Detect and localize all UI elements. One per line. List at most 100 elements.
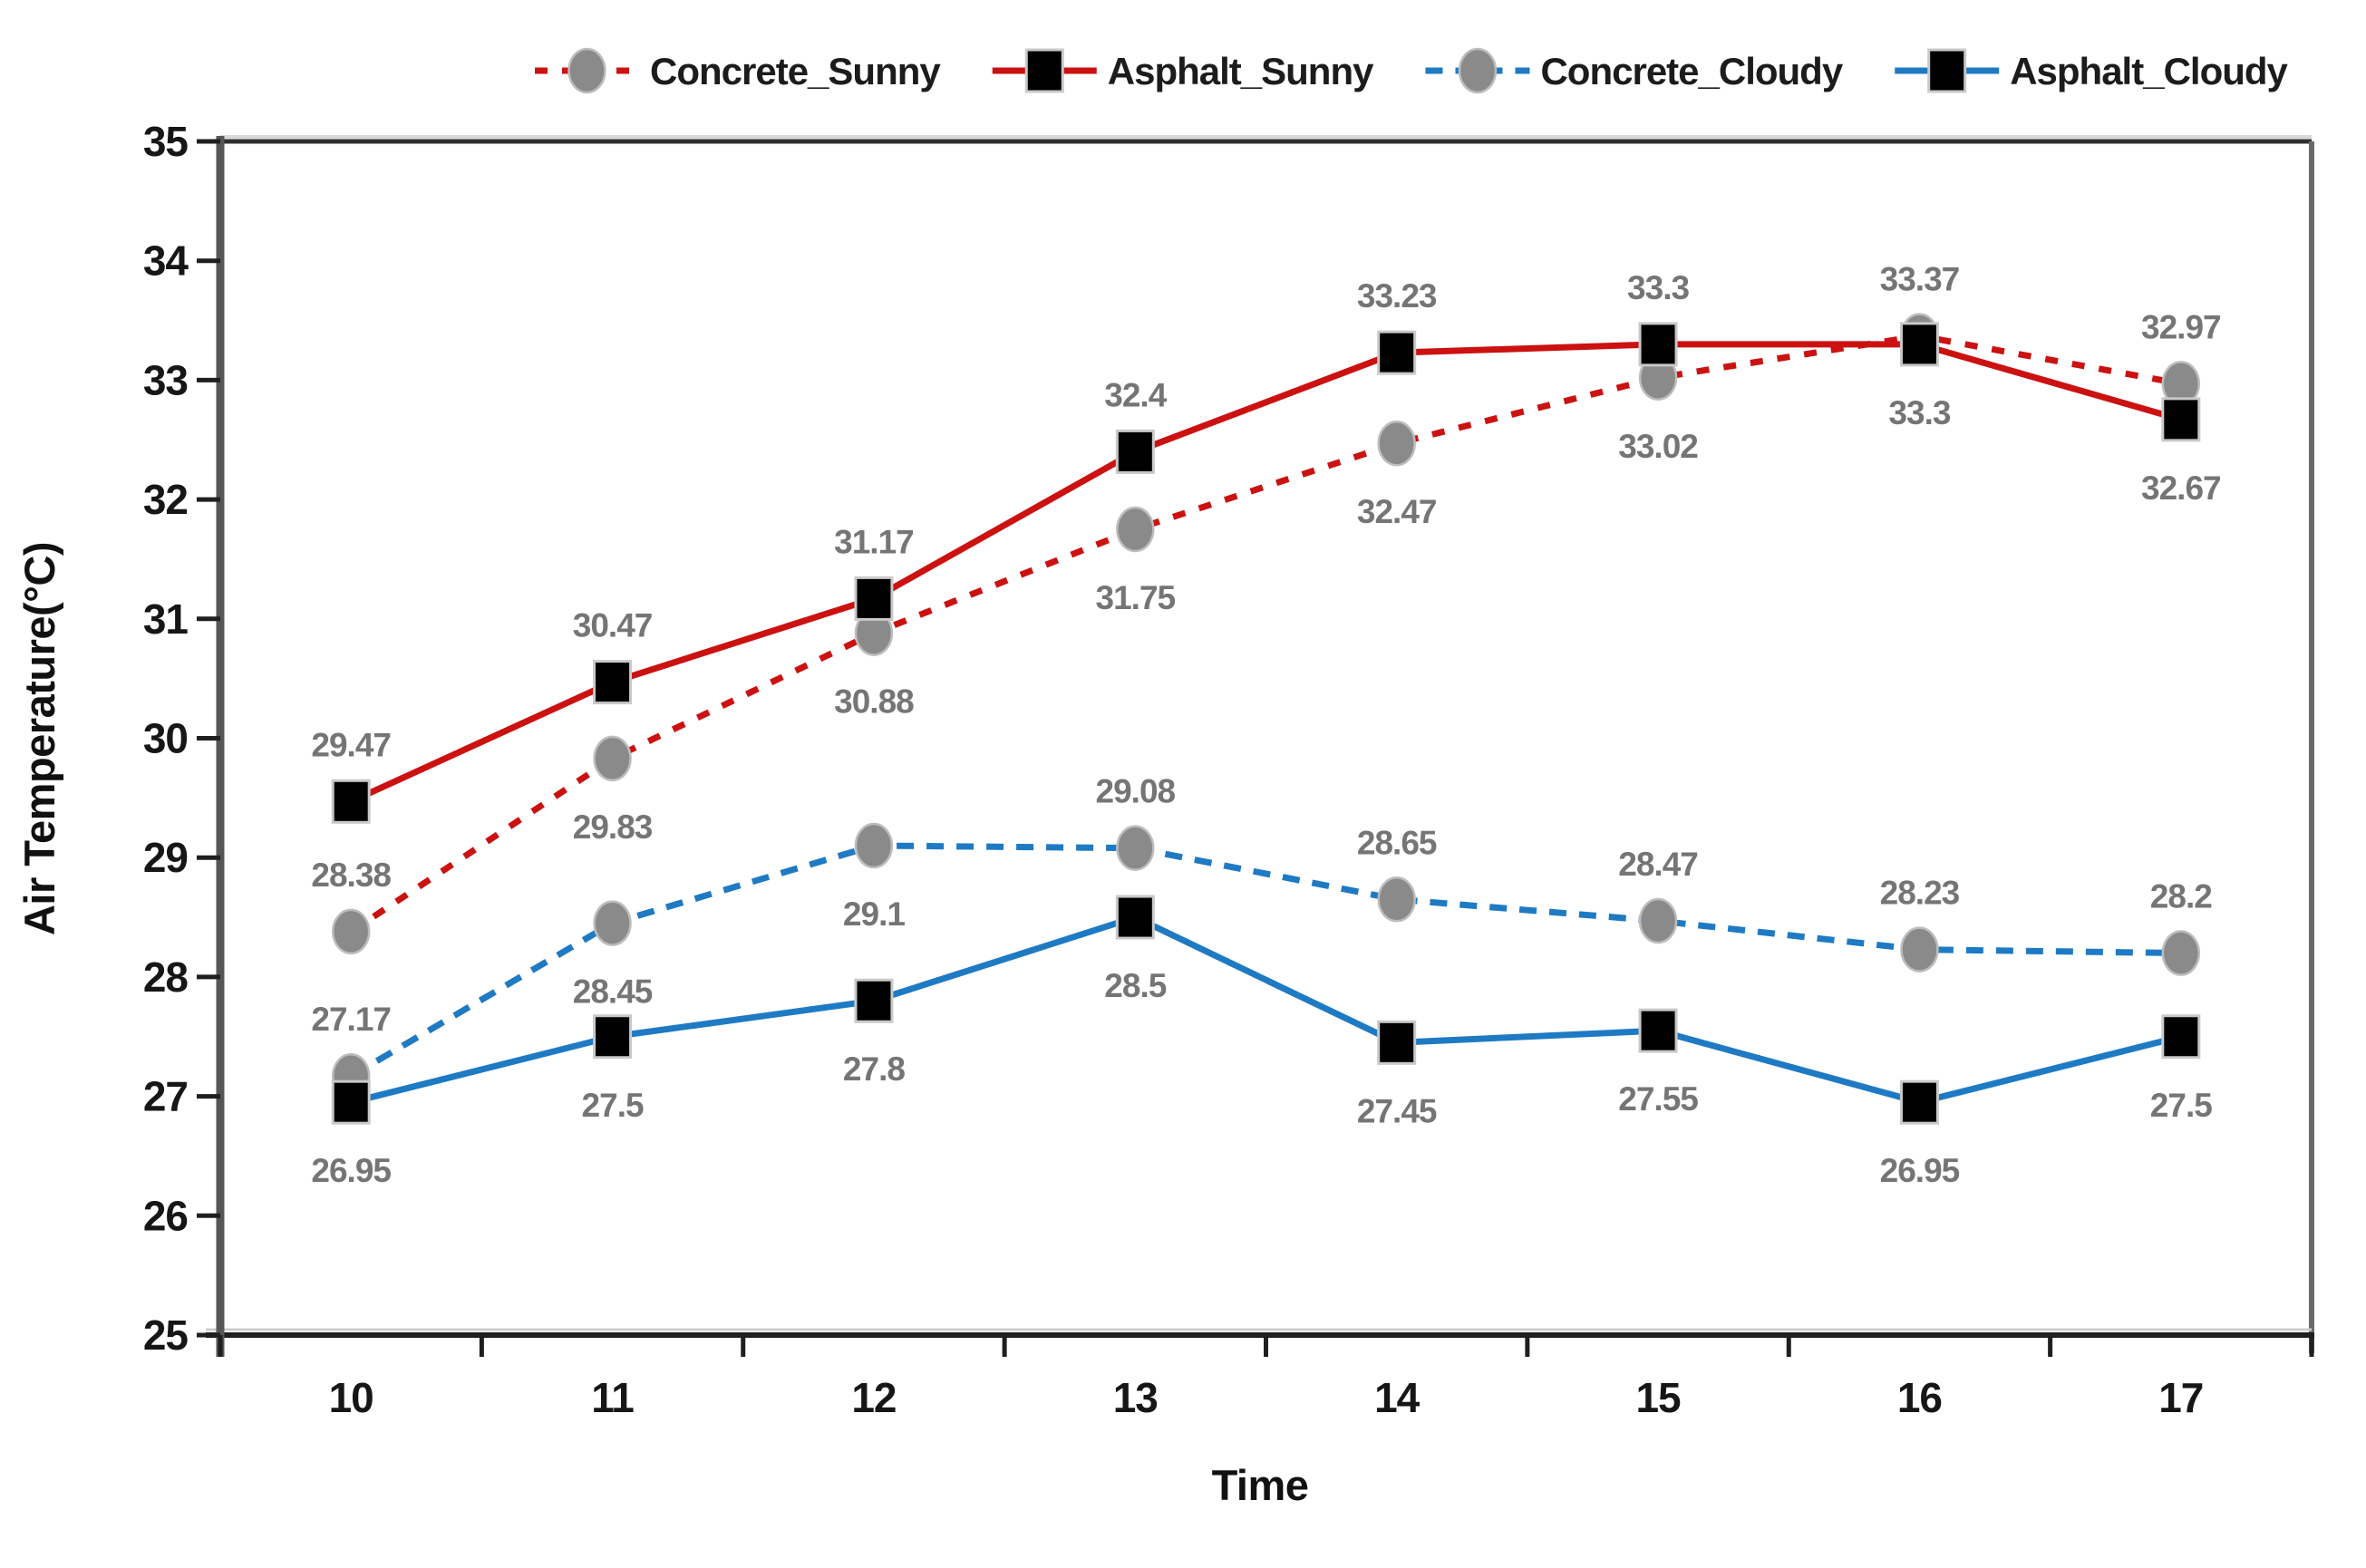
- data-point-label: 27.8: [843, 1050, 905, 1088]
- data-point-label: 33.37: [1880, 261, 1960, 298]
- data-point-label: 29.83: [573, 808, 653, 846]
- data-point-label: 32.67: [2141, 469, 2221, 507]
- data-point-label: 32.47: [1357, 493, 1437, 530]
- series-Concrete_Cloudy: 27.17 28.45 29.1 29.08 28.65 28.47 28.23 28.2: [311, 773, 2213, 1099]
- data-point-label: 30.88: [834, 683, 914, 721]
- x-tick-label: 10: [329, 1374, 373, 1421]
- data-point-label: 32.4: [1104, 376, 1167, 413]
- data-point-marker: [1638, 897, 1678, 944]
- data-point-marker: [854, 978, 894, 1023]
- data-point-label: 32.97: [2141, 308, 2221, 345]
- y-tick-label: 32: [143, 476, 188, 523]
- data-point-marker: [331, 1079, 371, 1125]
- data-point-label: 27.45: [1357, 1092, 1437, 1129]
- data-point-label: 28.45: [573, 973, 653, 1011]
- data-point-label: 29.47: [311, 726, 391, 763]
- data-point-marker: [1638, 322, 1678, 367]
- data-point-marker: [2161, 397, 2201, 442]
- data-point-label: 27.55: [1618, 1080, 1698, 1118]
- plot-area: 28.38 29.83 30.88 31.75 32.47 33.02 33.37 32.97…: [311, 261, 2222, 1190]
- data-point-label: 29.1: [843, 895, 905, 933]
- y-tick-label: 27: [143, 1073, 188, 1120]
- data-point-label: 27.17: [311, 1001, 391, 1038]
- legend-item-label: Asphalt_Sunny: [1108, 50, 1374, 92]
- x-tick-label: 14: [1374, 1374, 1421, 1421]
- axes: 25 26 27 28 29 30 31 32 33 34 35 10 11 12 13 14 15 16 17: [143, 118, 2314, 1421]
- data-point-label: 27.5: [2150, 1087, 2212, 1124]
- data-point-marker: [1377, 420, 1416, 467]
- data-point-marker: [567, 47, 606, 94]
- data-point-marker: [1116, 506, 1155, 553]
- y-tick-label: 29: [143, 834, 188, 881]
- data-point-marker: [593, 1014, 633, 1060]
- y-axis-title: Air Temperature(°C): [15, 542, 63, 935]
- data-point-marker: [2161, 930, 2201, 976]
- data-point-label: 31.75: [1096, 579, 1176, 616]
- x-tick-label: 17: [2158, 1374, 2203, 1421]
- x-tick-label: 15: [1635, 1374, 1681, 1421]
- data-point-label: 27.5: [582, 1087, 644, 1124]
- data-point-label: 33.3: [1888, 394, 1950, 431]
- data-point-marker: [331, 779, 371, 824]
- data-point-label: 28.47: [1618, 846, 1698, 883]
- data-point-label: 28.23: [1880, 875, 1960, 912]
- series-Asphalt_Sunny: 29.47 30.47 31.17 32.4 33.23 33.3 33.3 32.67: [311, 269, 2222, 824]
- x-tick-label: 11: [591, 1374, 634, 1421]
- data-point-label: 33.23: [1357, 277, 1437, 315]
- chart-legend: Concrete_Sunny Asphalt_Sunny Concrete_Clou…: [535, 47, 2290, 94]
- data-point-marker: [1377, 1020, 1417, 1065]
- data-point-marker: [2161, 1014, 2201, 1060]
- data-point-marker: [1115, 895, 1155, 940]
- series-line: [349, 341, 2182, 805]
- data-point-marker: [1116, 825, 1155, 871]
- data-point-marker: [1927, 48, 1967, 93]
- y-tick-label: 34: [143, 237, 189, 285]
- y-tick-label: 28: [143, 953, 189, 1001]
- legend-item-label: Concrete_Sunny: [650, 50, 941, 92]
- data-point-label: 28.5: [1104, 967, 1166, 1004]
- data-point-marker: [1899, 322, 1939, 367]
- y-tick-label: 30: [143, 715, 188, 762]
- legend-item-label: Concrete_Cloudy: [1540, 50, 1843, 92]
- data-point-marker: [1900, 926, 1939, 973]
- y-tick-label: 31: [143, 595, 189, 643]
- series-line: [349, 842, 2181, 1079]
- data-point-marker: [593, 735, 632, 782]
- data-point-marker: [1024, 48, 1064, 93]
- y-tick-label: 35: [143, 118, 189, 165]
- data-point-marker: [593, 900, 632, 946]
- x-tick-label: 12: [851, 1374, 896, 1421]
- data-point-marker: [1899, 1079, 1939, 1125]
- data-point-label: 33.3: [1627, 269, 1689, 306]
- y-tick-label: 25: [143, 1312, 189, 1359]
- data-point-marker: [331, 908, 371, 955]
- legend-item-label: Asphalt_Cloudy: [2010, 50, 2288, 92]
- data-point-marker: [854, 576, 894, 621]
- series-Asphalt_Cloudy: 26.95 27.5 27.8 28.5 27.45 27.55 26.95 27.5: [311, 895, 2213, 1189]
- legend-item-Asphalt_Sunny: Asphalt_Sunny: [992, 48, 1375, 93]
- data-point-label: 26.95: [311, 1152, 391, 1189]
- x-axis-title: Time: [1212, 1461, 1309, 1509]
- x-tick-label: 16: [1897, 1374, 1942, 1421]
- data-point-label: 28.65: [1357, 824, 1437, 861]
- data-point-label: 30.47: [573, 607, 653, 644]
- data-point-marker: [1377, 330, 1417, 375]
- y-tick-label: 26: [143, 1192, 188, 1239]
- data-point-marker: [1115, 429, 1155, 474]
- data-point-label: 26.95: [1880, 1152, 1960, 1189]
- data-point-label: 28.2: [2150, 878, 2212, 915]
- data-point-marker: [593, 660, 633, 705]
- legend-item-Concrete_Sunny: Concrete_Sunny: [535, 47, 942, 94]
- data-point-marker: [1638, 1008, 1678, 1053]
- legend-item-Asphalt_Cloudy: Asphalt_Cloudy: [1895, 48, 2290, 93]
- data-point-label: 33.02: [1618, 428, 1698, 465]
- data-point-label: 28.38: [311, 857, 391, 894]
- data-point-marker: [854, 822, 894, 869]
- legend-item-Concrete_Cloudy: Concrete_Cloudy: [1425, 47, 1845, 94]
- series-line: [349, 333, 2182, 934]
- data-point-marker: [1377, 876, 1416, 923]
- data-point-label: 31.17: [834, 523, 914, 560]
- y-tick-label: 33: [143, 356, 188, 403]
